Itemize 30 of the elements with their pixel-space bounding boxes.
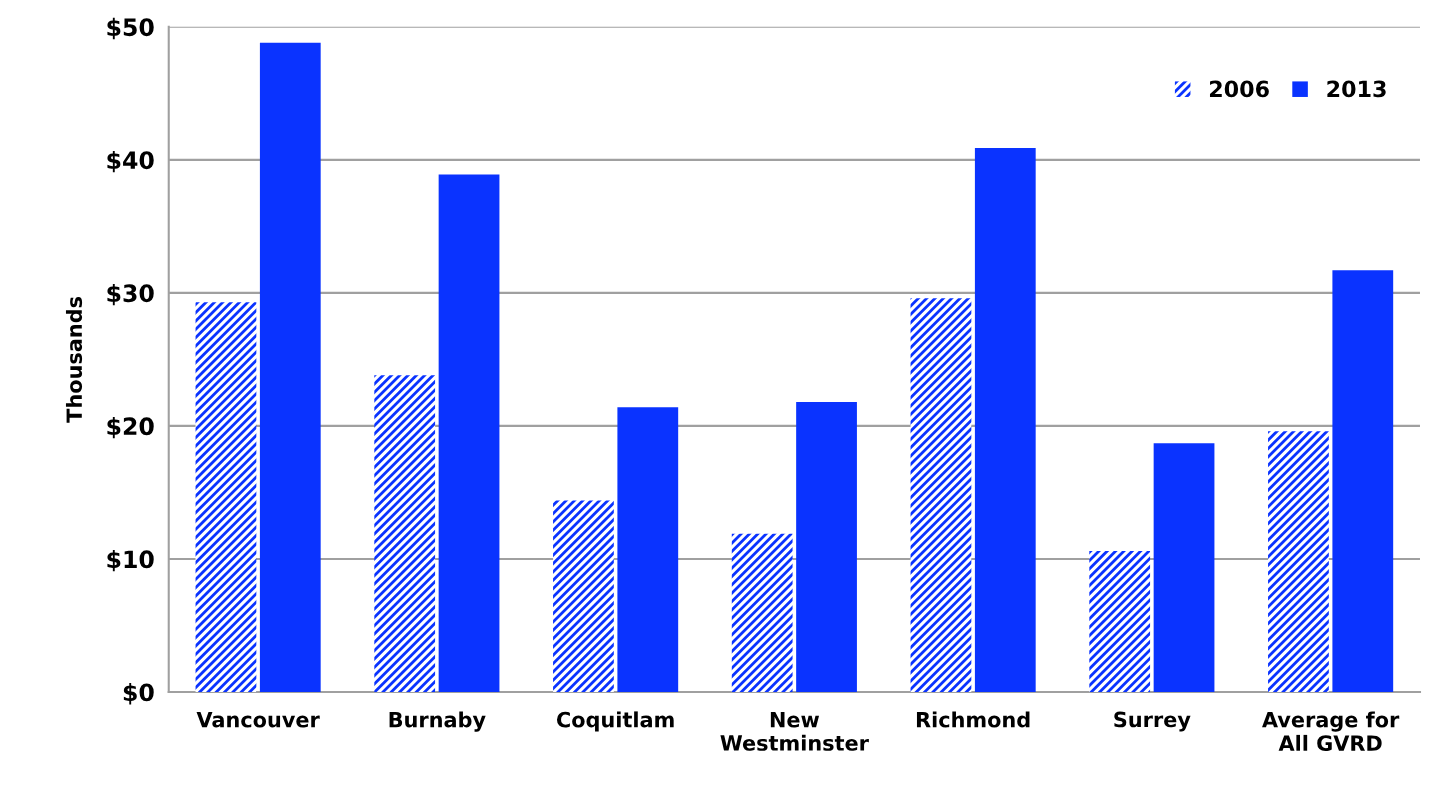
x-tick-label: Average for All GVRD: [1262, 711, 1400, 752]
x-tick-label: Vancouver: [196, 712, 320, 728]
bar: [1268, 431, 1329, 692]
legend-label: 2013: [1327, 80, 1386, 98]
bar: [910, 298, 972, 692]
y-axis-title: Thousands: [65, 296, 83, 423]
y-tick-label: $40: [107, 150, 154, 173]
bar: [1089, 550, 1151, 692]
y-tick-label: $10: [107, 549, 154, 572]
x-tick-label: Burnaby: [389, 711, 486, 732]
bar: [438, 174, 500, 692]
bar: [796, 401, 857, 692]
x-tick-label: New Westminster: [720, 712, 869, 751]
y-tick-label: $50: [107, 17, 154, 40]
y-tick-label: $20: [107, 416, 154, 439]
y-tick-label: $0: [123, 682, 154, 705]
bar: [259, 42, 321, 692]
bar: [553, 500, 614, 692]
x-tick-label: Surrey: [1114, 711, 1191, 732]
bar: [731, 533, 793, 692]
y-tick-label: $30: [107, 283, 154, 306]
bar: [195, 302, 257, 692]
bar: [1153, 443, 1215, 692]
bar: [374, 375, 436, 692]
bar: [974, 147, 1036, 692]
bar: [1332, 270, 1394, 692]
x-tick-label: Coquitlam: [556, 711, 674, 732]
bar: [617, 407, 679, 692]
legend-label: 2006: [1209, 80, 1269, 98]
x-tick-label: Richmond: [916, 711, 1030, 728]
